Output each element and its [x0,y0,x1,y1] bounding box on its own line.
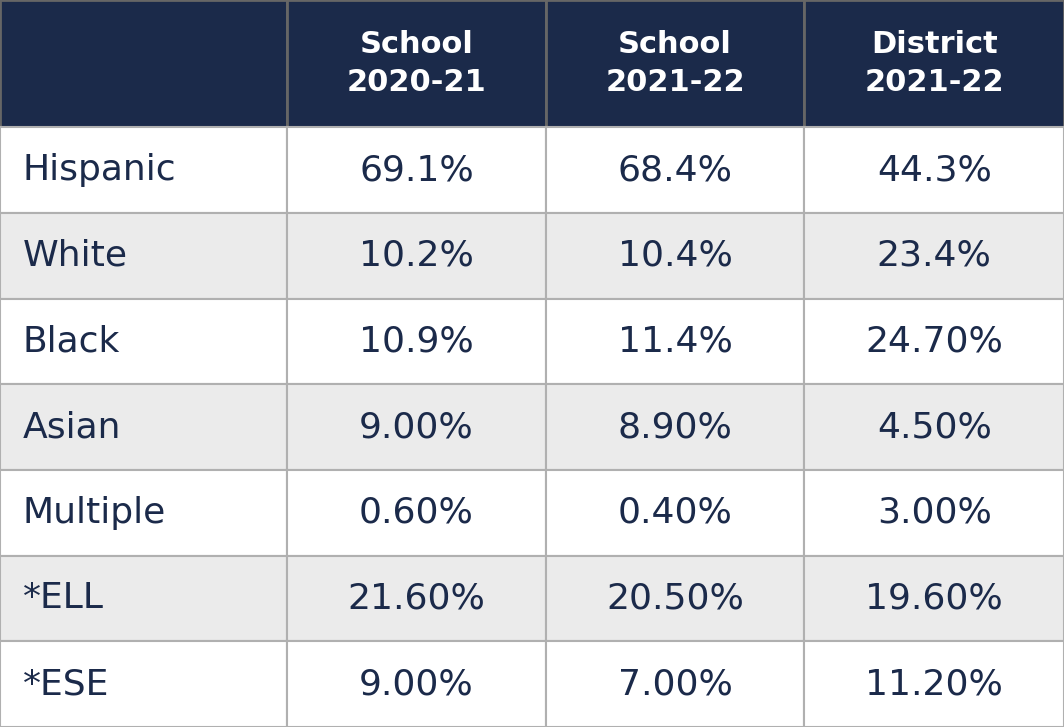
Bar [804,213,1064,299]
Text: 11.4%: 11.4% [618,324,732,358]
Bar [546,127,804,213]
Text: 4.50%: 4.50% [877,410,992,444]
Bar [0,470,287,555]
Text: 68.4%: 68.4% [617,153,733,187]
Bar [546,385,804,470]
Text: 9.00%: 9.00% [360,667,473,701]
Text: 21.60%: 21.60% [348,582,485,616]
Bar [804,641,1064,727]
Bar [546,299,804,385]
Bar [546,641,804,727]
Bar [804,385,1064,470]
Bar [287,555,546,641]
Bar [546,555,804,641]
Text: 3.00%: 3.00% [877,496,992,530]
Bar [546,470,804,555]
Bar [287,641,546,727]
Bar [804,555,1064,641]
Bar [0,127,287,213]
Text: 0.40%: 0.40% [618,496,732,530]
Bar [0,641,287,727]
Bar [0,385,287,470]
Bar [0,299,287,385]
Text: 0.60%: 0.60% [360,496,473,530]
Text: 10.9%: 10.9% [360,324,473,358]
Text: 9.00%: 9.00% [360,410,473,444]
Text: *ELL: *ELL [23,582,104,616]
Bar [287,299,546,385]
Text: *ESE: *ESE [23,667,110,701]
Text: 69.1%: 69.1% [360,153,473,187]
Text: 10.4%: 10.4% [618,238,732,273]
Bar [546,0,804,127]
Text: 11.20%: 11.20% [865,667,1003,701]
Bar [0,0,287,127]
Bar [0,213,287,299]
Text: School
2020-21: School 2020-21 [347,30,486,97]
Bar [0,555,287,641]
Text: 44.3%: 44.3% [877,153,992,187]
Text: White: White [23,238,128,273]
Text: 20.50%: 20.50% [606,582,744,616]
Bar [287,213,546,299]
Bar [546,213,804,299]
Text: 23.4%: 23.4% [877,238,992,273]
Text: 24.70%: 24.70% [865,324,1003,358]
Text: Black: Black [23,324,120,358]
Bar [287,127,546,213]
Text: 19.60%: 19.60% [865,582,1003,616]
Bar [804,127,1064,213]
Bar [287,470,546,555]
Text: School
2021-22: School 2021-22 [605,30,745,97]
Bar [804,470,1064,555]
Text: 10.2%: 10.2% [360,238,473,273]
Text: 7.00%: 7.00% [618,667,732,701]
Bar [804,0,1064,127]
Text: Hispanic: Hispanic [23,153,177,187]
Text: Multiple: Multiple [23,496,166,530]
Text: 8.90%: 8.90% [618,410,732,444]
Text: District
2021-22: District 2021-22 [864,30,1004,97]
Bar [287,385,546,470]
Text: Asian: Asian [23,410,121,444]
Bar [804,299,1064,385]
Bar [287,0,546,127]
